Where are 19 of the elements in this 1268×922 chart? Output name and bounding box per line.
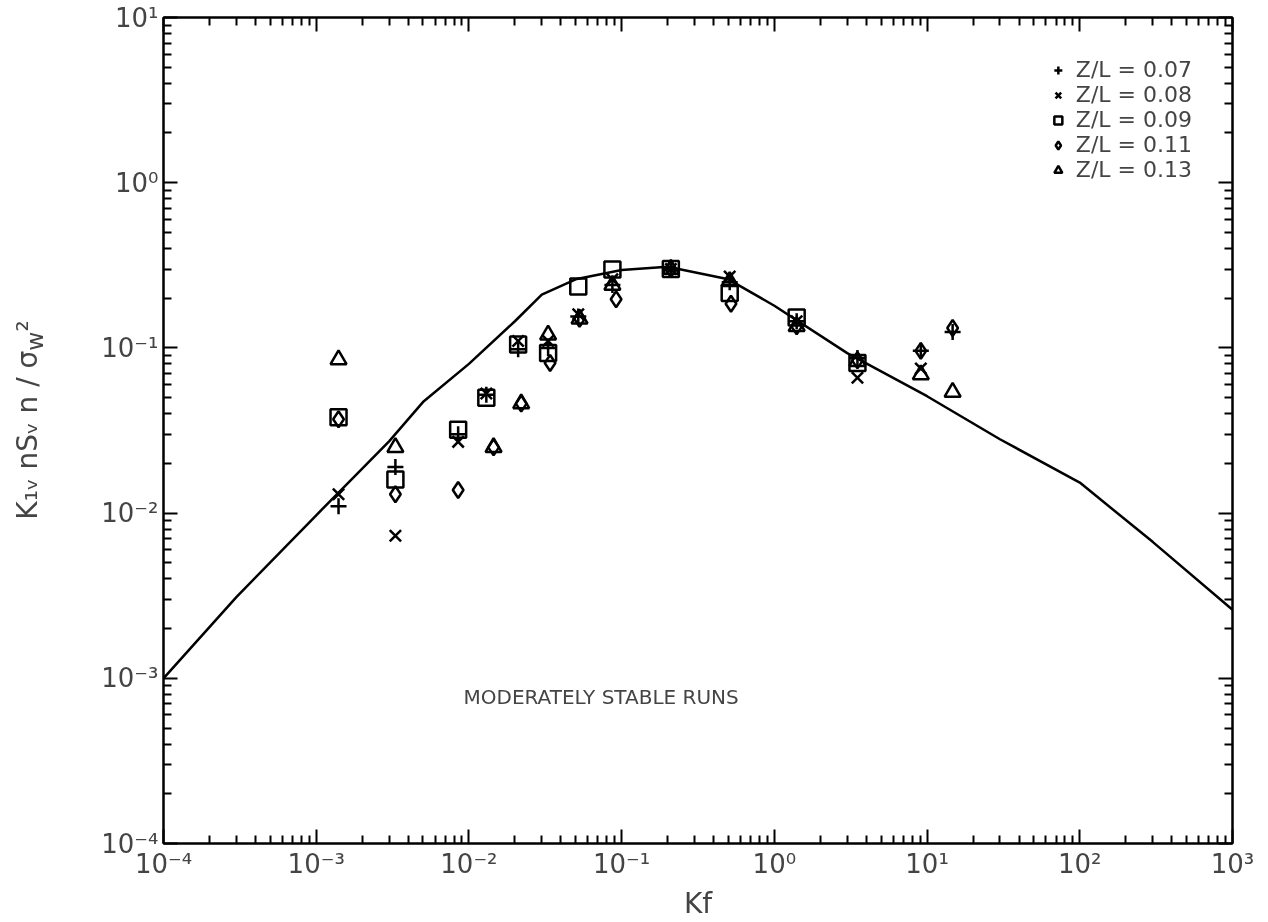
x-tick-label: 10⁻¹ (593, 848, 651, 879)
legend-label: Z/L = 0.09 (1075, 107, 1192, 132)
y-tick-label: 10¹ (114, 2, 159, 33)
y-tick-label: 10⁻¹ (101, 332, 159, 363)
legend-label: Z/L = 0.08 (1075, 82, 1192, 107)
y-tick-label: 10⁰ (114, 167, 159, 198)
legend-label: Z/L = 0.13 (1075, 157, 1192, 182)
y-tick-label: 10⁻² (101, 498, 159, 529)
x-tick-label: 10¹ (905, 848, 949, 879)
x-tick-label: 10⁰ (752, 848, 797, 879)
y-tick-label: 10⁻³ (101, 663, 159, 694)
legend-label: Z/L = 0.11 (1075, 132, 1192, 157)
x-tick-label: 10³ (1210, 848, 1255, 879)
x-axis-title: Kf (683, 886, 714, 920)
x-tick-label: 10² (1058, 848, 1102, 879)
annotation: MODERATELY STABLE RUNS (463, 684, 739, 709)
x-tick-label: 10⁻³ (287, 848, 345, 879)
x-tick-label: 10⁻² (440, 848, 498, 879)
legend-label: Z/L = 0.07 (1075, 57, 1192, 82)
